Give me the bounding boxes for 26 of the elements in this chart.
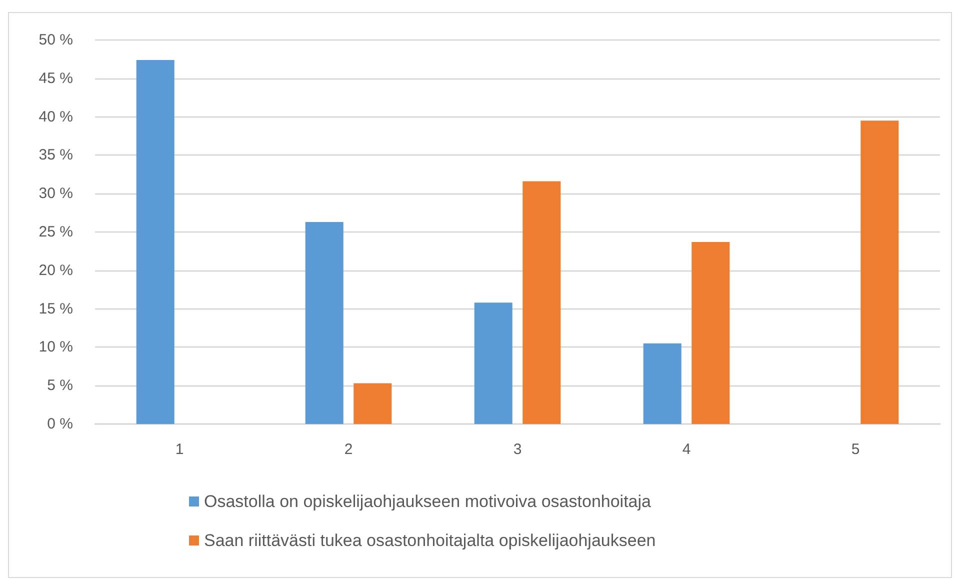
bar xyxy=(136,60,174,424)
y-tick-label: 25 % xyxy=(38,224,73,240)
y-tick-label: 40 % xyxy=(38,108,73,126)
bar xyxy=(305,222,344,424)
y-tick-label: 45 % xyxy=(38,70,73,87)
y-tick-label: 0 % xyxy=(47,416,73,432)
bar xyxy=(860,120,899,424)
y-tick-label: 5 % xyxy=(47,377,73,394)
x-tick-label: 4 xyxy=(682,441,691,458)
x-tick-label: 2 xyxy=(344,441,353,458)
x-tick-label: 3 xyxy=(513,441,522,458)
bar xyxy=(522,181,561,424)
y-tick-label: 10 % xyxy=(38,338,73,356)
bar xyxy=(474,302,512,424)
bar xyxy=(643,343,682,424)
legend-label: Osastolla on opiskelijaohjaukseen motivoiva osastonhoitaja xyxy=(204,492,652,511)
y-tick-label: 35 % xyxy=(38,146,73,164)
x-tick-label: 5 xyxy=(851,441,860,458)
bar xyxy=(354,383,392,424)
y-tick-label: 30 % xyxy=(38,185,73,202)
legend-label: Saan riittävästi tukea osastonhoitajalta opiskelijaohjaukseen xyxy=(204,531,656,550)
y-tick-label: 50 % xyxy=(38,32,73,48)
bar xyxy=(692,242,730,424)
y-tick-label: 20 % xyxy=(38,262,73,279)
y-tick-label: 15 % xyxy=(38,300,73,318)
x-tick-label: 1 xyxy=(175,441,184,458)
